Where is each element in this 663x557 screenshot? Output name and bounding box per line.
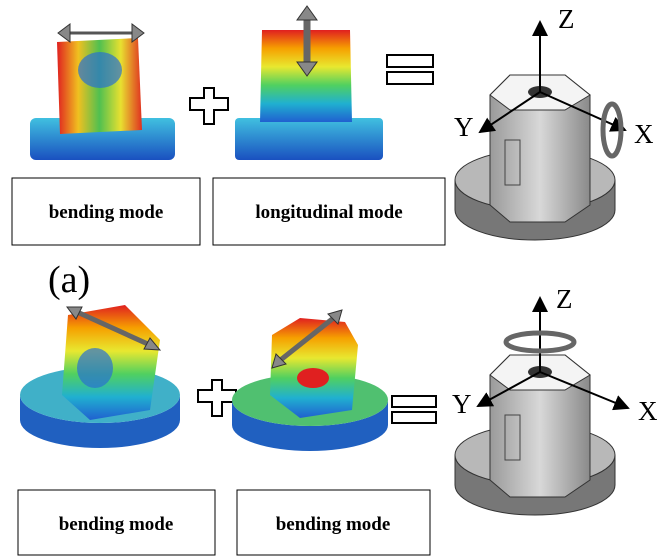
fem-bending-bottom-1 — [20, 305, 180, 448]
axis-z: Z — [558, 4, 575, 34]
mode-label: longitudinal mode — [255, 202, 402, 223]
axis-y: Y — [454, 112, 474, 142]
plus — [198, 380, 236, 416]
axis-z: Z — [556, 284, 573, 314]
axis-y: Y — [452, 389, 472, 419]
mode-label: bending mode — [59, 514, 174, 535]
axis-x: X — [634, 119, 654, 149]
equals — [387, 55, 433, 84]
figure: Z Y X bending mode longitudinal mode (a)… — [0, 0, 663, 557]
mode-label: bending mode — [276, 514, 391, 535]
model-top — [455, 22, 625, 240]
mode-label: bending mode — [49, 202, 164, 223]
model-bottom — [455, 298, 628, 515]
equals — [392, 396, 436, 423]
plus — [190, 88, 228, 124]
fem-longitudinal — [235, 6, 383, 160]
fem-bending-bottom-2 — [232, 310, 388, 451]
fem-bending-top — [30, 24, 175, 160]
axis-x: X — [638, 396, 658, 426]
caption: (a) — [48, 259, 90, 301]
